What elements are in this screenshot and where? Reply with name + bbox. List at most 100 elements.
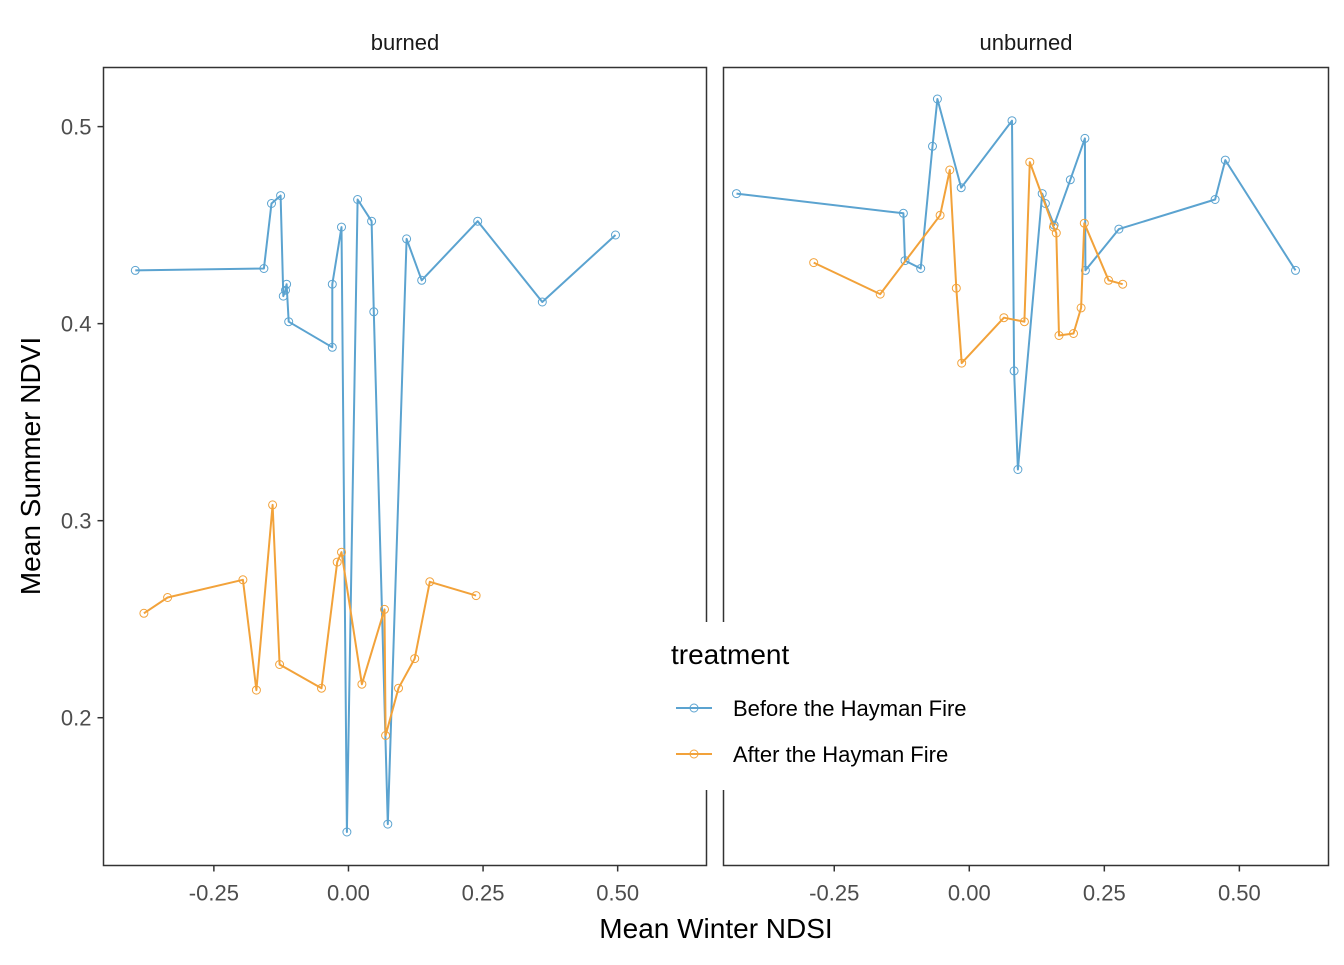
y-tick-label: 0.4 bbox=[61, 312, 92, 337]
legend-title: treatment bbox=[671, 639, 789, 670]
data-point-burned-before-15 bbox=[383, 819, 393, 829]
data-point-burned-after-9 bbox=[357, 679, 367, 689]
legend-background bbox=[656, 622, 1016, 790]
panel-border-unburned bbox=[722, 66, 1330, 867]
x-tick-label: -0.25 bbox=[189, 881, 239, 906]
series-line-burned-after bbox=[143, 503, 477, 737]
data-point-burned-before-10 bbox=[337, 222, 346, 232]
data-point-unburned-after-16 bbox=[1118, 279, 1128, 289]
panel-title-burned: burned bbox=[371, 30, 440, 55]
data-point-burned-before-13 bbox=[367, 216, 377, 226]
data-point-burned-after-12 bbox=[394, 683, 403, 693]
x-tick-label: 0.00 bbox=[327, 881, 370, 906]
y-tick-label: 0.5 bbox=[61, 115, 92, 140]
data-point-burned-before-0 bbox=[130, 265, 140, 275]
data-point-burned-before-6 bbox=[282, 279, 292, 289]
data-point-burned-after-15 bbox=[471, 591, 481, 601]
data-point-burned-before-1 bbox=[259, 264, 269, 273]
legend-key-point bbox=[689, 703, 699, 713]
data-point-unburned-before-16 bbox=[1114, 224, 1124, 234]
series-line-unburned-before bbox=[736, 98, 1297, 471]
data-point-burned-before-14 bbox=[369, 307, 379, 317]
data-point-unburned-after-15 bbox=[1104, 275, 1114, 285]
data-point-unburned-after-4 bbox=[951, 283, 961, 293]
data-point-burned-before-5 bbox=[281, 285, 290, 295]
data-point-burned-after-11 bbox=[381, 731, 391, 740]
data-point-unburned-before-6 bbox=[956, 183, 966, 193]
data-point-unburned-before-19 bbox=[1291, 265, 1300, 275]
data-point-burned-before-20 bbox=[611, 230, 620, 240]
data-point-unburned-before-17 bbox=[1210, 195, 1220, 204]
x-tick-label: 0.25 bbox=[1083, 881, 1126, 906]
data-point-unburned-before-9 bbox=[1013, 465, 1023, 474]
panel-border-burned bbox=[102, 66, 708, 867]
y-axis-title: Mean Summer NDVI bbox=[15, 337, 46, 595]
data-point-burned-before-4 bbox=[278, 291, 288, 301]
data-point-burned-after-8 bbox=[337, 547, 346, 557]
data-point-unburned-after-1 bbox=[875, 289, 885, 299]
data-point-unburned-after-3 bbox=[945, 165, 955, 175]
y-tick-label: 0.3 bbox=[61, 509, 92, 534]
panel-title-unburned: unburned bbox=[980, 30, 1073, 55]
data-point-burned-before-8 bbox=[327, 342, 337, 352]
series-line-burned-before bbox=[135, 194, 617, 833]
x-tick-label: 0.50 bbox=[1218, 881, 1261, 906]
data-point-burned-after-3 bbox=[251, 685, 261, 695]
legend-entry-label: After the Hayman Fire bbox=[733, 742, 948, 767]
data-point-unburned-before-7 bbox=[1007, 116, 1017, 126]
data-point-burned-after-13 bbox=[410, 654, 420, 664]
data-point-burned-before-12 bbox=[353, 195, 363, 204]
data-point-burned-after-0 bbox=[139, 608, 149, 618]
data-point-unburned-after-7 bbox=[1019, 317, 1029, 327]
data-point-unburned-after-10 bbox=[1051, 228, 1061, 238]
data-point-burned-after-2 bbox=[238, 575, 248, 585]
x-axis-title: Mean Winter NDSI bbox=[599, 913, 832, 944]
data-point-unburned-after-6 bbox=[999, 313, 1009, 323]
data-point-burned-before-3 bbox=[276, 191, 286, 201]
data-point-burned-before-7 bbox=[284, 317, 294, 327]
data-point-burned-before-17 bbox=[417, 275, 427, 285]
data-point-unburned-before-4 bbox=[928, 141, 937, 151]
data-point-burned-after-14 bbox=[425, 577, 435, 587]
legend-entry-label: Before the Hayman Fire bbox=[733, 696, 967, 721]
x-tick-label: 0.50 bbox=[596, 881, 639, 906]
x-tick-label: 0.25 bbox=[462, 881, 505, 906]
data-point-unburned-after-9 bbox=[1049, 222, 1058, 232]
data-point-unburned-after-14 bbox=[1079, 218, 1089, 228]
data-point-unburned-before-13 bbox=[1065, 175, 1075, 185]
series-line-unburned-after bbox=[813, 161, 1123, 365]
data-point-burned-after-1 bbox=[163, 593, 173, 602]
data-point-burned-after-5 bbox=[275, 660, 285, 669]
data-point-burned-before-2 bbox=[267, 199, 276, 208]
data-point-burned-before-19 bbox=[537, 297, 547, 307]
data-point-burned-after-6 bbox=[317, 683, 326, 693]
data-point-unburned-before-3 bbox=[916, 264, 926, 273]
x-tick-label: -0.25 bbox=[809, 881, 859, 906]
data-point-unburned-before-0 bbox=[732, 189, 741, 199]
data-point-burned-before-18 bbox=[473, 216, 483, 226]
x-tick-label: 0.00 bbox=[948, 881, 991, 906]
data-point-unburned-before-8 bbox=[1009, 366, 1019, 376]
data-point-burned-before-9 bbox=[327, 279, 337, 289]
legend-key-point bbox=[689, 749, 699, 759]
data-point-burned-after-7 bbox=[332, 557, 342, 567]
data-point-unburned-after-8 bbox=[1025, 157, 1035, 167]
data-point-unburned-after-13 bbox=[1076, 303, 1086, 313]
data-point-burned-before-11 bbox=[342, 827, 352, 837]
data-point-unburned-before-2 bbox=[900, 256, 910, 266]
data-point-unburned-after-11 bbox=[1054, 331, 1064, 340]
y-tick-label: 0.2 bbox=[61, 706, 92, 731]
data-point-burned-after-4 bbox=[268, 500, 278, 510]
data-point-unburned-before-15 bbox=[1080, 265, 1090, 275]
data-point-unburned-after-5 bbox=[957, 358, 967, 368]
data-point-unburned-after-12 bbox=[1069, 329, 1078, 338]
data-point-unburned-after-0 bbox=[809, 258, 819, 268]
data-point-unburned-before-1 bbox=[898, 208, 908, 218]
data-point-burned-before-16 bbox=[402, 234, 412, 244]
data-point-unburned-after-2 bbox=[935, 210, 945, 220]
data-point-unburned-before-5 bbox=[932, 94, 942, 104]
data-point-unburned-before-14 bbox=[1080, 133, 1090, 143]
data-point-burned-after-10 bbox=[380, 604, 389, 614]
